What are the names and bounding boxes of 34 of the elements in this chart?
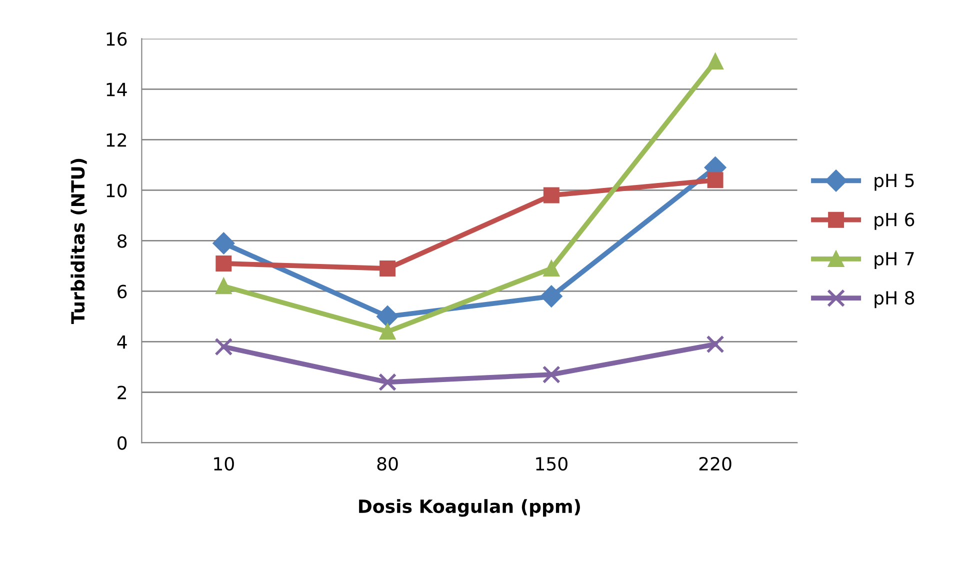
- legend-label: pH 5: [874, 174, 914, 191]
- point: [540, 285, 562, 308]
- point: [380, 260, 396, 277]
- x-tick-label: 220: [699, 456, 732, 471]
- legend-label: pH 8: [874, 291, 914, 308]
- point: [216, 255, 232, 272]
- legend-label: pH 7: [874, 252, 914, 270]
- x-tick-label: 10: [214, 456, 234, 471]
- y-tick-label: 12: [106, 133, 126, 147]
- y-tick-label: 0: [118, 436, 127, 450]
- y-tick-label: 6: [118, 284, 127, 298]
- x-axis-title: Dosis Koagulan (ppm): [359, 499, 580, 517]
- point: [376, 306, 398, 328]
- point: [543, 187, 560, 204]
- y-tick-label: 2: [118, 386, 126, 400]
- y-tick-label: 10: [106, 184, 127, 198]
- point: [380, 324, 396, 340]
- y-tick-label: 14: [106, 82, 127, 96]
- y-tick-label: 16: [106, 32, 127, 46]
- point: [216, 278, 232, 294]
- point: [378, 373, 397, 392]
- point: [706, 335, 724, 354]
- point: [212, 232, 235, 254]
- point: [542, 366, 560, 384]
- y-axis-title: Turbiditas (NTU): [70, 158, 87, 324]
- x-tick-label: 80: [377, 456, 398, 471]
- y-tick-label: 4: [117, 335, 127, 349]
- point: [707, 172, 724, 188]
- x-tick-label: 150: [536, 456, 568, 471]
- legend-label: pH 6: [874, 212, 914, 230]
- point: [214, 338, 233, 356]
- point: [543, 260, 560, 277]
- y-tick-label: 8: [118, 234, 127, 248]
- point: [707, 53, 724, 70]
